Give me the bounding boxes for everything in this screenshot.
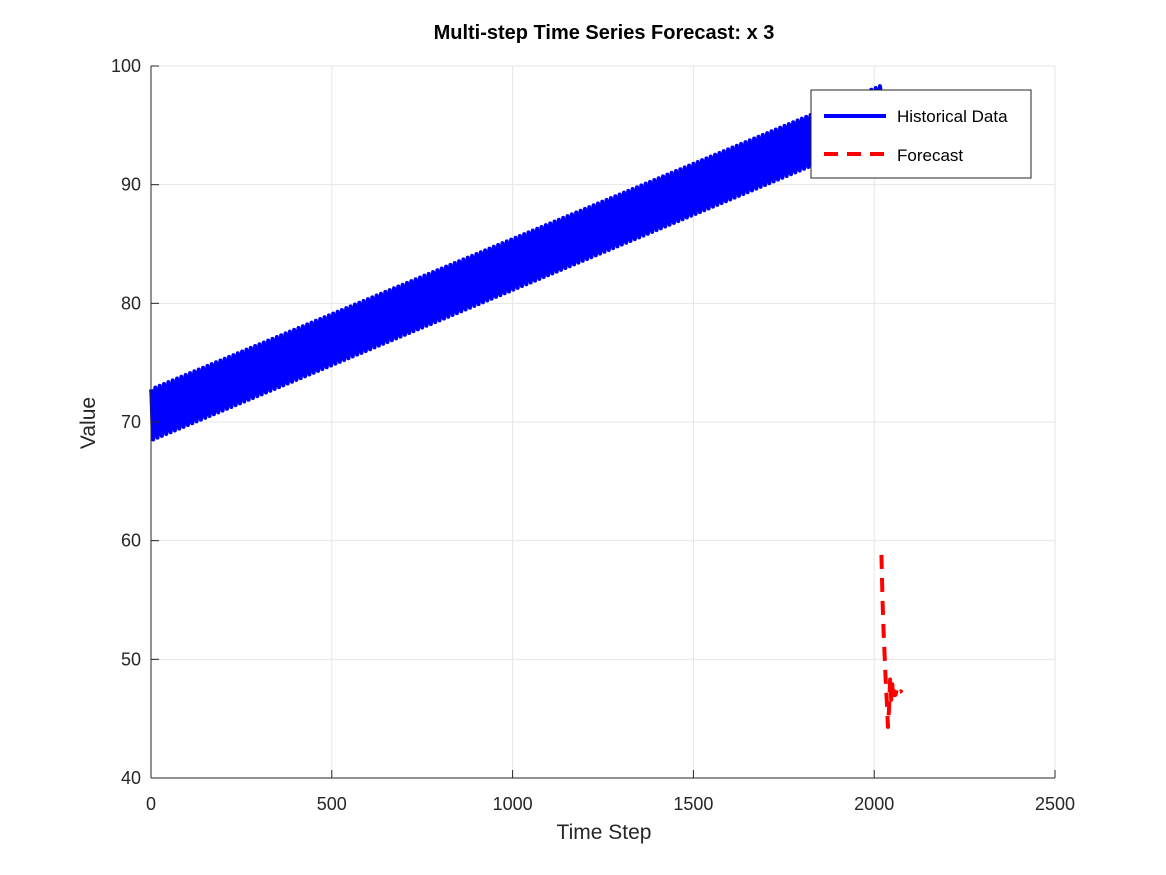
y-axis-label: Value [77,397,100,449]
x-tick-label: 2000 [854,794,894,814]
x-tick-label: 1500 [673,794,713,814]
tick-labels: 0 500 1000 1500 2000 2500 40 50 60 70 80 90 100 [111,56,1075,814]
x-tick-label: 0 [146,794,156,814]
y-tick-label: 70 [121,412,141,432]
y-tick-label: 100 [111,56,141,76]
x-tick-label: 500 [317,794,347,814]
axes [150,65,1056,779]
y-tick-label: 90 [121,175,141,195]
series-line-historical-data [149,84,884,442]
legend: Historical Data Forecast [810,89,1032,179]
x-tick-label: 1000 [493,794,533,814]
legend-label-historical: Historical Data [897,107,1008,126]
legend-box [810,89,1032,179]
y-tick-label: 40 [121,768,141,788]
x-tick-label: 2500 [1035,794,1075,814]
series-line-forecast [879,554,904,729]
y-tick-label: 50 [121,649,141,669]
y-tick-label: 80 [121,293,141,313]
y-tick-label: 60 [121,531,141,551]
series-layer [149,84,904,729]
x-axis-label: Time Step [557,821,652,844]
chart-title: Multi-step Time Series Forecast: x 3 [434,22,775,44]
legend-label-forecast: Forecast [897,146,963,165]
